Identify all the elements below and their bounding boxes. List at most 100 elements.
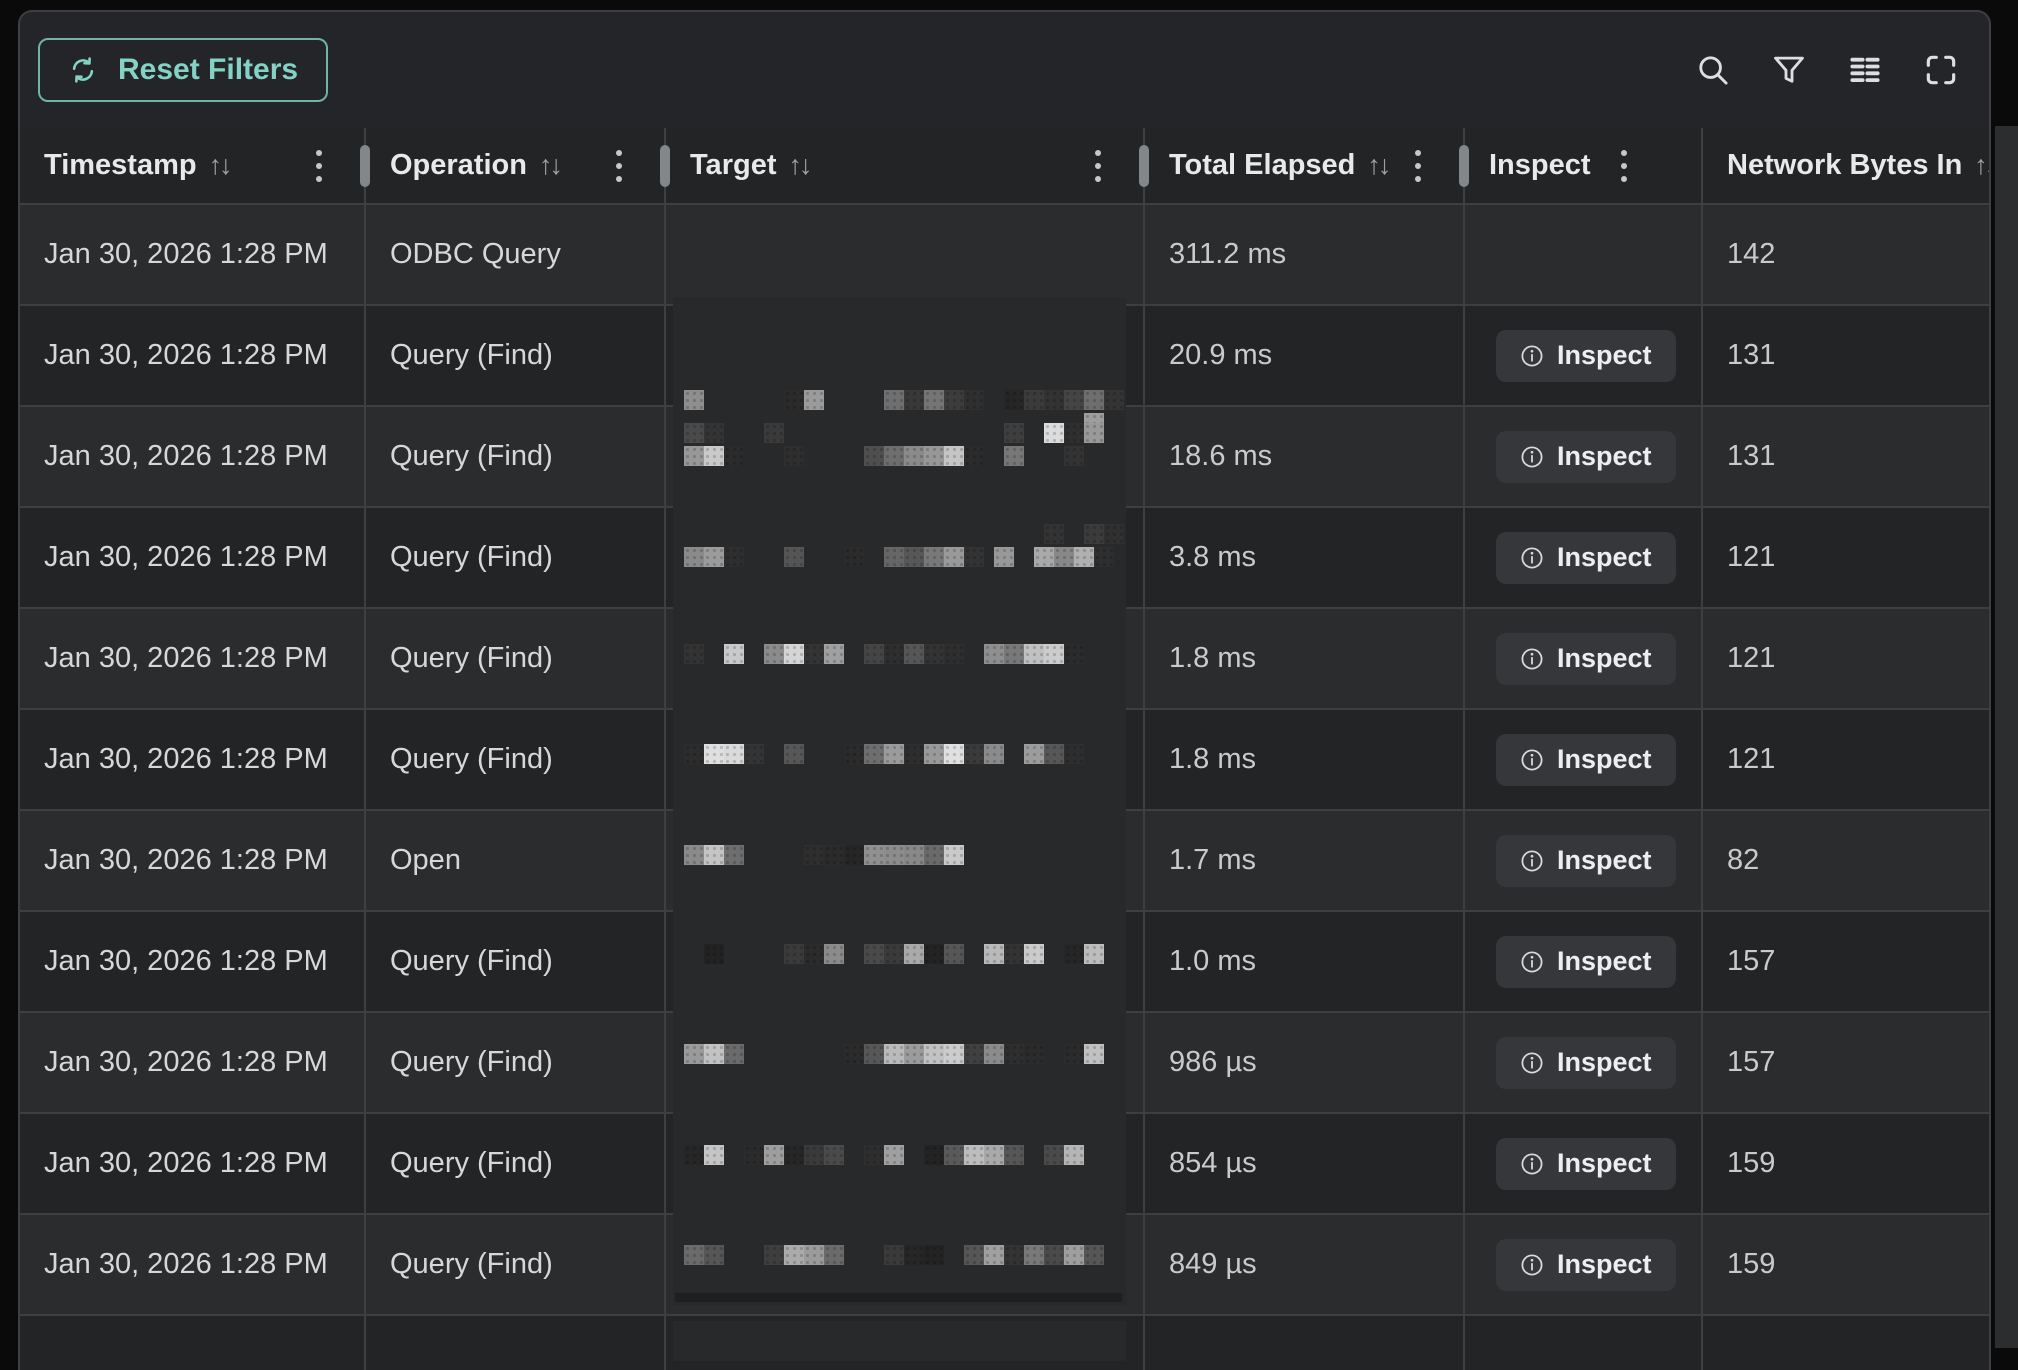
- column-menu-icon[interactable]: [1091, 146, 1105, 186]
- inspect-button[interactable]: Inspect: [1496, 1238, 1676, 1291]
- column-menu-icon[interactable]: [1411, 146, 1425, 186]
- operation-cell: Query (Find): [366, 1215, 666, 1314]
- reset-filters-button[interactable]: Reset Filters: [38, 38, 329, 102]
- operation-cell: Query (Find): [366, 912, 666, 1011]
- operation-cell: Query (Find): [366, 508, 666, 607]
- inspect-cell: Inspect: [1465, 407, 1703, 506]
- inspect-button-label: Inspect: [1557, 340, 1652, 370]
- timestamp-cell: Jan 30, 2026 1:28 PM: [20, 609, 366, 708]
- redacted-text-line: [673, 944, 1126, 964]
- empty-cell: [366, 1316, 666, 1370]
- inspect-button-label: Inspect: [1557, 441, 1652, 471]
- fullscreen-button[interactable]: [1921, 50, 1961, 90]
- sort-icon: ↑↓: [1367, 150, 1391, 180]
- column-settings-icon: [1846, 51, 1884, 89]
- network-bytes-in-cell: 157: [1727, 1046, 1776, 1078]
- operation-cell: ODBC Query: [366, 205, 666, 304]
- inspect-button[interactable]: Inspect: [1496, 430, 1676, 483]
- inspect-button[interactable]: Inspect: [1496, 1036, 1676, 1089]
- inspect-button-label: Inspect: [1557, 643, 1652, 673]
- network-bytes-in-cell: 157: [1727, 945, 1776, 977]
- info-icon: [1520, 748, 1544, 772]
- timestamp-cell: Jan 30, 2026 1:28 PM: [20, 508, 366, 607]
- redacted-band: [675, 1293, 1122, 1302]
- column-label: Operation: [390, 149, 527, 181]
- column-header-operation[interactable]: Operation ↑↓: [366, 128, 670, 203]
- inspect-cell: Inspect: [1465, 306, 1703, 405]
- sort-icon: ↑↓: [208, 150, 233, 180]
- info-icon: [1520, 344, 1544, 368]
- network-bytes-in-cell: 121: [1727, 541, 1776, 573]
- inspect-button[interactable]: Inspect: [1496, 329, 1676, 382]
- redacted-text-line: [673, 547, 1126, 567]
- total-elapsed-cell: 1.8 ms: [1145, 710, 1465, 809]
- timestamp-cell: Jan 30, 2026 1:28 PM: [20, 205, 366, 304]
- total-elapsed-cell: 1.8 ms: [1145, 609, 1465, 708]
- total-elapsed-cell: 854 µs: [1145, 1114, 1465, 1213]
- info-icon: [1520, 950, 1544, 974]
- inspect-cell: Inspect: [1465, 710, 1703, 809]
- total-elapsed-cell: 311.2 ms: [1145, 205, 1465, 304]
- target-cell: [666, 306, 1145, 405]
- redacted-text-line: [673, 1044, 1126, 1064]
- inspect-cell: Inspect: [1465, 912, 1703, 1011]
- empty-cell: [1145, 1316, 1465, 1370]
- operation-cell: Open: [366, 811, 666, 910]
- inspect-button[interactable]: Inspect: [1496, 632, 1676, 685]
- column-header-inspect[interactable]: Inspect: [1465, 128, 1703, 203]
- sort-icon: ↑↓: [1974, 150, 1989, 180]
- inspect-button-label: Inspect: [1557, 1047, 1652, 1077]
- info-icon: [1520, 1253, 1544, 1277]
- column-header-timestamp[interactable]: Timestamp ↑↓: [20, 128, 370, 203]
- filter-icon: [1770, 51, 1808, 89]
- column-resize-handle[interactable]: [360, 144, 370, 187]
- sort-icon: ↑↓: [538, 150, 563, 180]
- empty-cell: [666, 1316, 1145, 1370]
- column-label: Timestamp: [44, 149, 197, 181]
- info-icon: [1520, 647, 1544, 671]
- column-label: Inspect: [1489, 149, 1591, 181]
- redacted-target-region: [673, 297, 1126, 1305]
- table-body: Jan 30, 2026 1:28 PM ODBC Query 311.2 ms…: [20, 205, 1989, 1370]
- empty-cell: [20, 1316, 366, 1370]
- column-header-target[interactable]: Target ↑↓: [666, 128, 1149, 203]
- search-button[interactable]: [1693, 50, 1733, 90]
- operation-cell: Query (Find): [366, 407, 666, 506]
- column-label: Total Elapsed: [1169, 149, 1356, 181]
- timestamp-cell: Jan 30, 2026 1:28 PM: [20, 1215, 366, 1314]
- inspect-button[interactable]: Inspect: [1496, 531, 1676, 584]
- vertical-scrollbar[interactable]: [1995, 126, 2018, 1348]
- network-bytes-in-cell: 121: [1727, 642, 1776, 674]
- column-resize-handle[interactable]: [660, 144, 670, 187]
- column-header-network-bytes-in[interactable]: Network Bytes In ↑↓: [1703, 128, 1989, 203]
- profiler-table-card: Reset Filters: [18, 10, 1991, 1370]
- redacted-text-line: [673, 423, 1126, 443]
- target-cell: [666, 811, 1145, 910]
- inspect-cell: [1465, 205, 1703, 304]
- empty-cell: [1465, 1316, 1703, 1370]
- timestamp-cell: Jan 30, 2026 1:28 PM: [20, 407, 366, 506]
- inspect-button[interactable]: Inspect: [1496, 935, 1676, 988]
- timestamp-cell: Jan 30, 2026 1:28 PM: [20, 306, 366, 405]
- inspect-cell: Inspect: [1465, 1215, 1703, 1314]
- filter-button[interactable]: [1769, 50, 1809, 90]
- column-menu-icon[interactable]: [312, 146, 326, 186]
- network-bytes-in-cell: 159: [1727, 1147, 1776, 1179]
- target-cell: [666, 912, 1145, 1011]
- operation-cell: Query (Find): [366, 306, 666, 405]
- redacted-text-line: [673, 390, 1126, 410]
- inspect-button[interactable]: Inspect: [1496, 733, 1676, 786]
- column-resize-handle[interactable]: [1459, 144, 1469, 187]
- column-menu-icon[interactable]: [612, 146, 626, 186]
- column-resize-handle[interactable]: [1139, 144, 1149, 187]
- toolbar-icon-group: [1693, 50, 1961, 90]
- target-cell: [666, 205, 1145, 304]
- inspect-button[interactable]: Inspect: [1496, 1137, 1676, 1190]
- column-menu-icon[interactable]: [1617, 146, 1631, 186]
- column-header-total-elapsed[interactable]: Total Elapsed ↑↓: [1145, 128, 1469, 203]
- inspect-button-label: Inspect: [1557, 845, 1652, 875]
- column-settings-button[interactable]: [1845, 50, 1885, 90]
- column-label: Target: [690, 149, 777, 181]
- total-elapsed-cell: 849 µs: [1145, 1215, 1465, 1314]
- inspect-button[interactable]: Inspect: [1496, 834, 1676, 887]
